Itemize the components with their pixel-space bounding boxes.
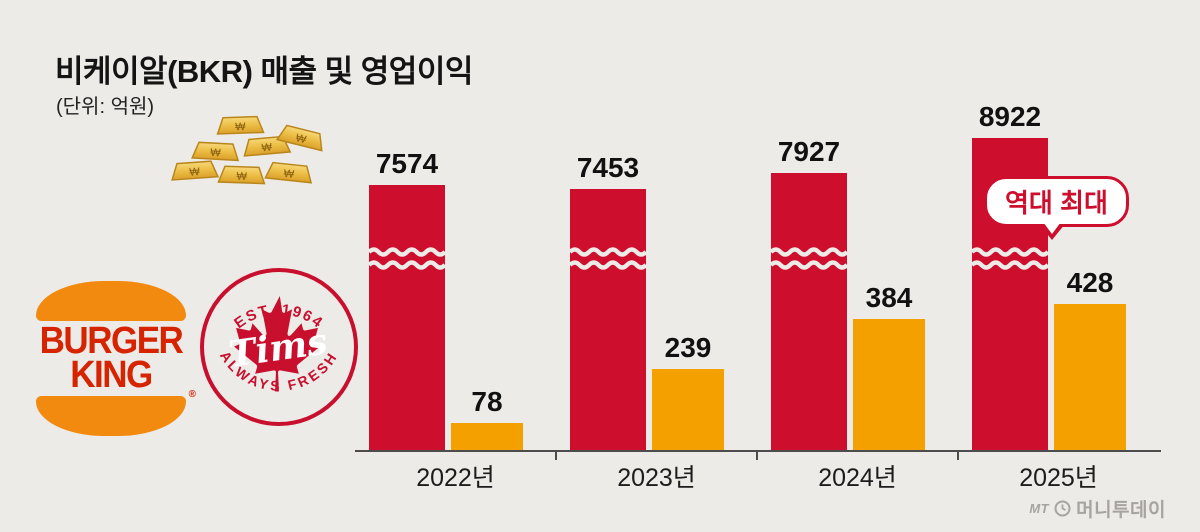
- svg-text:₩: ₩: [210, 147, 222, 160]
- moneytoday-name-label: 머니투데이: [1076, 500, 1166, 521]
- axis-tick: [756, 450, 758, 460]
- bar-revenue: [771, 173, 847, 450]
- svg-text:₩: ₩: [283, 168, 295, 181]
- burger-king-top-bun-icon: [36, 281, 186, 321]
- axis-tick: [555, 450, 557, 460]
- maple-leaf-icon: [234, 296, 320, 392]
- annotation-bubble: 역대 최대: [984, 176, 1129, 240]
- svg-text:₩: ₩: [261, 141, 273, 154]
- value-label-profit: 384: [865, 282, 913, 313]
- axis-tick: [957, 450, 959, 460]
- axis-break-wave: [570, 260, 646, 270]
- burger-king-word-1: BURGER: [39, 319, 184, 362]
- tims-logo: EST. 1964 Tims ALWAYS FRESH: [200, 268, 358, 426]
- moneytoday-watermark: MT 머니투데이: [1029, 495, 1166, 522]
- svg-text:₩: ₩: [236, 171, 247, 183]
- axis-break-wave: [771, 247, 847, 257]
- bar-profit: [652, 369, 724, 450]
- page-title: 비케이알(BKR) 매출 및 영업이익: [55, 54, 473, 89]
- axis-break-wave: [570, 247, 646, 257]
- x-axis-label: 2022년: [416, 464, 495, 492]
- value-label-revenue: 8922: [978, 101, 1042, 132]
- bar-chart: 7574 78 2022년 7453 239 2023년 7927 384 2024년 8922 4…: [355, 0, 1161, 532]
- x-axis-label: 2024년: [818, 464, 897, 492]
- value-label-revenue: 7574: [375, 148, 439, 179]
- bar-profit: [1054, 304, 1126, 450]
- value-label-profit: 428: [1066, 267, 1114, 298]
- axis-break-wave: [771, 260, 847, 270]
- bar-profit: [853, 319, 925, 450]
- value-label-revenue: 7927: [777, 136, 841, 167]
- bar-revenue: [369, 185, 445, 450]
- bar-profit: [451, 423, 523, 450]
- svg-text:₩: ₩: [294, 132, 308, 146]
- value-label-profit: 78: [471, 386, 503, 417]
- burger-king-bottom-bun-icon: [36, 395, 186, 436]
- registered-mark: ®: [188, 388, 196, 400]
- burger-king-word-2: KING: [70, 353, 153, 396]
- moneytoday-mt-label: MT: [1029, 501, 1050, 516]
- svg-text:₩: ₩: [235, 121, 246, 133]
- gold-bars-icon: ₩ ₩ ₩ ₩ ₩ ₩ ₩: [171, 115, 323, 185]
- bar-revenue: [570, 189, 646, 450]
- unit-label: (단위: 억원): [56, 96, 155, 118]
- axis-break-wave: [972, 260, 1048, 270]
- axis-break-wave: [972, 247, 1048, 257]
- x-axis-label: 2023년: [617, 464, 696, 492]
- value-label-revenue: 7453: [576, 152, 640, 183]
- x-axis-label: 2025년: [1019, 464, 1098, 492]
- svg-text:₩: ₩: [189, 166, 201, 179]
- axis-break-wave: [369, 260, 445, 270]
- value-label-profit: 239: [664, 332, 712, 363]
- clock-icon: [1054, 500, 1071, 517]
- x-axis-line: [355, 450, 1161, 452]
- axis-break-wave: [369, 247, 445, 257]
- burger-king-logo: BURGER KING ®: [36, 281, 196, 436]
